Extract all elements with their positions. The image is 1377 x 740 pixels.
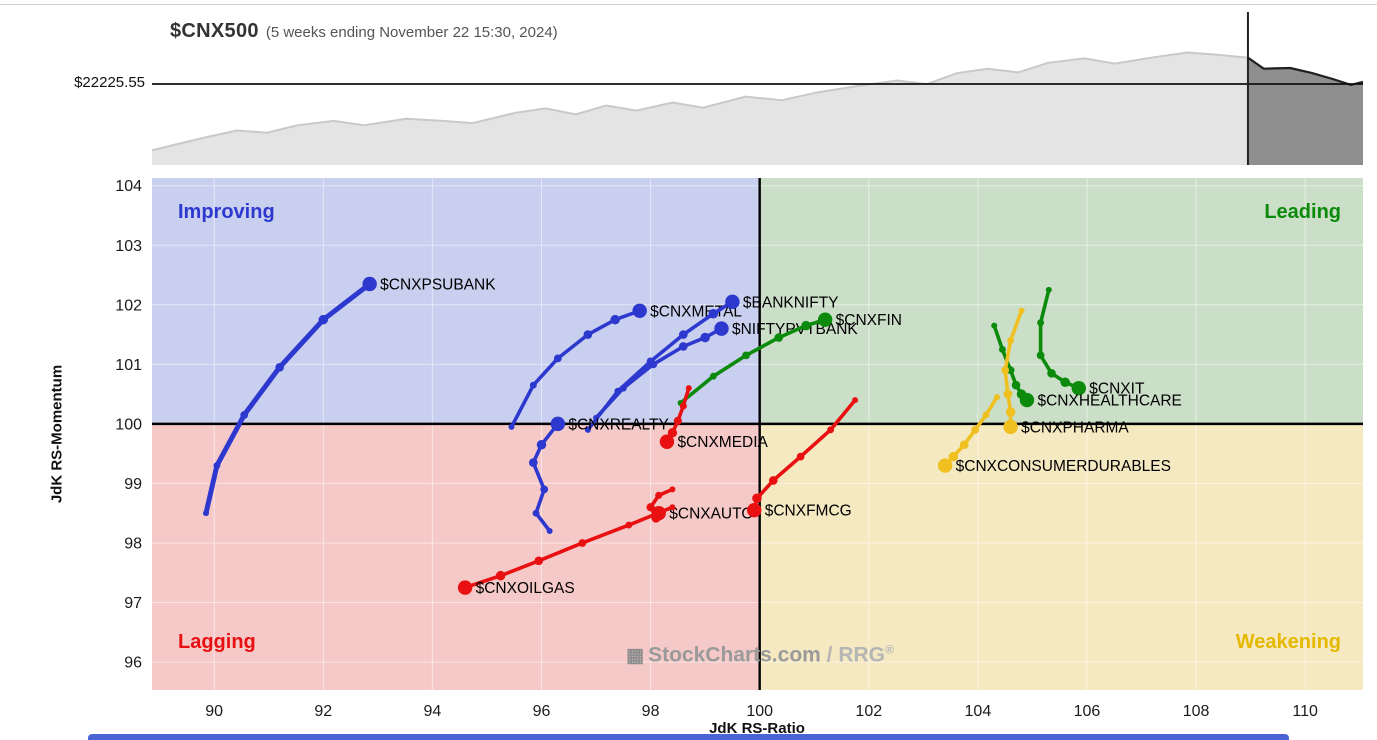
svg-text:$CNXPSUBANK: $CNXPSUBANK	[380, 276, 496, 293]
svg-text:98: 98	[642, 703, 660, 720]
svg-text:96: 96	[124, 655, 142, 672]
watermark-brand: StockCharts.com	[648, 643, 821, 667]
chart-title: $CNX500 (5 weeks ending November 22 15:30…	[170, 20, 558, 43]
svg-text:104: 104	[115, 178, 142, 195]
svg-text:99: 99	[124, 476, 142, 493]
svg-text:102: 102	[855, 703, 882, 720]
svg-text:$CNXREALTY: $CNXREALTY	[568, 416, 669, 433]
svg-text:106: 106	[1074, 703, 1101, 720]
svg-text:102: 102	[115, 297, 142, 314]
svg-text:$CNXMEDIA: $CNXMEDIA	[677, 434, 768, 451]
svg-text:$CNXOILGAS: $CNXOILGAS	[476, 580, 575, 597]
horizontal-scrollbar[interactable]	[88, 734, 1289, 740]
svg-text:104: 104	[965, 703, 992, 720]
y-axis-title: JdK RS-Momentum	[48, 364, 66, 504]
svg-text:100: 100	[115, 416, 142, 433]
rrg-plot[interactable]: 90 92 94 96 98 100 102 104 106 108 110 96 97 98 99 100 1…	[0, 170, 1377, 740]
svg-text:97: 97	[124, 595, 142, 612]
svg-text:92: 92	[314, 703, 332, 720]
svg-text:$CNXCONSUMERDURABLES: $CNXCONSUMERDURABLES	[956, 458, 1171, 475]
svg-text:108: 108	[1183, 703, 1210, 720]
svg-text:96: 96	[533, 703, 551, 720]
registered-mark: ®	[885, 642, 894, 657]
quadrant-label-weakening: Weakening	[1235, 631, 1341, 653]
svg-text:$CNXMETAL: $CNXMETAL	[650, 303, 742, 320]
svg-text:$CNXFMCG: $CNXFMCG	[765, 503, 852, 520]
rrg-chart-area: 90 92 94 96 98 100 102 104 106 108 110 96 97 98 99 100 1…	[0, 170, 1377, 740]
svg-text:$BANKNIFTY: $BANKNIFTY	[743, 294, 839, 311]
svg-text:$CNXHEALTHCARE: $CNXHEALTHCARE	[1037, 393, 1181, 410]
quadrant-label-leading: Leading	[1264, 201, 1341, 223]
stockcharts-logo-icon: ▦	[626, 645, 645, 667]
svg-text:98: 98	[124, 535, 142, 552]
svg-text:$CNXFIN: $CNXFIN	[836, 312, 902, 329]
watermark-product: / RRG	[826, 643, 886, 667]
svg-text:$CNXIT: $CNXIT	[1089, 381, 1145, 398]
quadrant-label-lagging: Lagging	[178, 631, 256, 653]
chart-subtitle: (5 weeks ending November 22 15:30, 2024)	[265, 24, 558, 41]
svg-text:110: 110	[1292, 703, 1318, 720]
svg-text:101: 101	[115, 357, 142, 374]
svg-text:103: 103	[115, 238, 142, 255]
svg-text:94: 94	[423, 703, 441, 720]
price-sparkline-chart[interactable]	[0, 0, 1377, 170]
quadrant-label-improving: Improving	[178, 201, 275, 223]
svg-text:90: 90	[205, 703, 223, 720]
x-axis-title: JdK RS-Ratio	[709, 720, 805, 737]
svg-text:$CNXAUTO: $CNXAUTO	[669, 506, 753, 523]
price-label: $22225.55	[74, 74, 145, 91]
svg-text:$CNXPHARMA: $CNXPHARMA	[1021, 419, 1129, 436]
stockcharts-watermark: ▦ StockCharts.com / RRG®	[626, 643, 894, 668]
svg-text:100: 100	[746, 703, 773, 720]
chart-symbol: $CNX500	[170, 20, 259, 42]
top-divider	[0, 4, 1377, 5]
